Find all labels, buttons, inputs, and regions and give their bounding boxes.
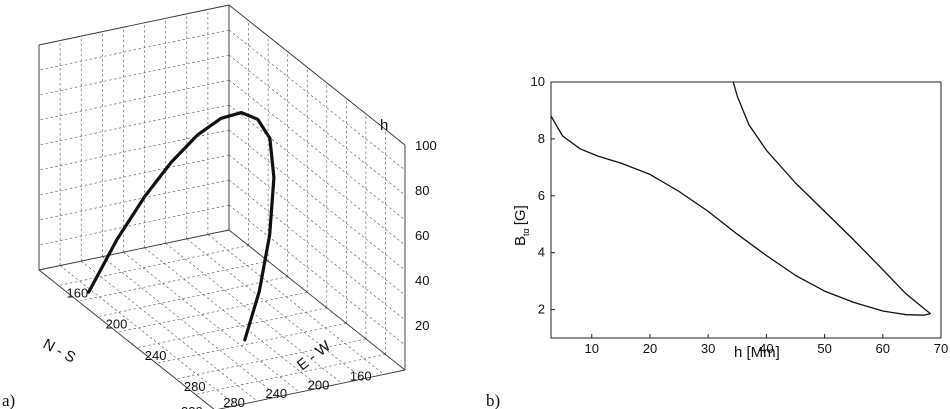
svg-text:Btα[G]: Btα [G] (512, 205, 531, 246)
a-wall-gridline (38, 29, 230, 71)
a-floor-gridline (117, 291, 308, 333)
b-y-tick-label: 2 (538, 302, 545, 317)
b-x-tick-label: 60 (876, 341, 890, 356)
b-x-tick-label: 20 (643, 341, 657, 356)
b-y-tick-label: 4 (538, 245, 545, 260)
a-floor-gridline (156, 323, 347, 364)
a-x-axis-label: E - W (294, 337, 335, 374)
b-ticks: 10 20 30 40 50 60 70 2 4 6 8 10 (531, 74, 949, 356)
a-floor-gridline (186, 238, 363, 380)
a-z-tick-label: 40 (415, 273, 429, 288)
b-y-tick-label: 8 (538, 131, 545, 146)
a-y-tick-label: 240 (265, 386, 287, 401)
a-floor-gridline (144, 247, 321, 389)
a-box-edge (38, 229, 230, 271)
a-z-tick-label: 80 (415, 183, 429, 198)
a-floor-gridline (195, 354, 386, 395)
a-wall-gridline (38, 204, 230, 246)
a-floor-gridline (207, 234, 385, 375)
b-x-tick-label: 50 (817, 341, 831, 356)
a-wall-gridline (38, 179, 230, 221)
b-series-line-2 (732, 81, 931, 315)
a-floor-gridline (97, 276, 288, 317)
b-series-lines (550, 81, 931, 316)
b-y-label-unit: [G] (512, 205, 529, 225)
b-x-tick-label: 30 (701, 341, 715, 356)
a-y-tick-label: 160 (350, 368, 372, 383)
b-y-label-symbol: B (512, 236, 529, 246)
a-wall-gridline (38, 129, 230, 171)
a-wall-gridline (38, 54, 230, 96)
a-y-axis-label: N - S (40, 336, 78, 367)
a-floor-gridline (102, 256, 279, 397)
a-wall-gridline (38, 154, 230, 196)
b-series-line-1 (550, 115, 931, 316)
panel-b-line-plot: 10 20 30 40 50 60 70 2 4 6 8 10 h [Mm] Btα [G] (512, 74, 948, 361)
a-wall-gridline (38, 79, 230, 121)
a-floor-gridline (136, 307, 327, 349)
a-x-tick-label: 160 (67, 286, 89, 301)
a-box-edge (38, 269, 215, 409)
a-wall-gridline (228, 79, 406, 221)
a-box-edges (38, 4, 406, 409)
a-box-edge (228, 4, 406, 146)
b-x-tick-label: 40 (759, 341, 773, 356)
panel-a-label: a) (2, 391, 15, 409)
a-tick-labels: 2040608010016020024028032016020024028032… (67, 138, 437, 409)
panel-b-label: b) (486, 391, 500, 409)
a-floor-gridline (175, 338, 366, 380)
b-y-tick-label: 10 (531, 74, 545, 89)
a-z-tick-label: 20 (415, 318, 429, 333)
a-floor-gridline (78, 260, 269, 302)
a-y-tick-label: 280 (223, 395, 245, 409)
b-x-tick-label: 70 (934, 341, 948, 356)
a-wall-gridline (228, 104, 406, 246)
a-box-edge (38, 4, 230, 46)
a-x-tick-label: 240 (145, 348, 167, 363)
a-wall-gridline (228, 204, 406, 346)
a-x-tick-label: 280 (184, 379, 206, 394)
a-z-tick-label: 100 (415, 138, 437, 153)
a-wall-gridline (228, 129, 406, 271)
a-trajectory-line (87, 111, 276, 342)
a-box-edge (217, 369, 406, 409)
a-wall-gridline (228, 54, 406, 196)
a-wall-gridline (228, 29, 406, 171)
a-box-edge (228, 229, 406, 371)
a-y-tick-label: 320 (181, 404, 203, 409)
a-floor-gridline (123, 251, 300, 393)
a-grid (38, 9, 406, 406)
panel-a-3d-plot: 2040608010016020024028032016020024028032… (38, 4, 437, 409)
a-z-tick-label: 60 (415, 228, 429, 243)
a-floor-gridline (81, 260, 258, 402)
a-floor-gridline (58, 245, 249, 286)
a-y-tick-label: 200 (308, 377, 330, 392)
b-y-tick-label: 6 (538, 188, 545, 203)
b-x-axis-label: h [Mm] (734, 344, 780, 361)
a-wall-gridline (228, 154, 406, 296)
a-wall-gridline (228, 179, 406, 321)
b-y-label-subscript: tα (521, 228, 531, 236)
b-x-tick-label: 10 (585, 341, 599, 356)
b-y-axis-label: Btα [G] (512, 205, 531, 246)
a-x-tick-label: 200 (106, 317, 128, 332)
a-z-axis-label: h (380, 117, 388, 134)
b-plot-frame (550, 81, 942, 339)
a-wall-gridline (38, 104, 230, 146)
